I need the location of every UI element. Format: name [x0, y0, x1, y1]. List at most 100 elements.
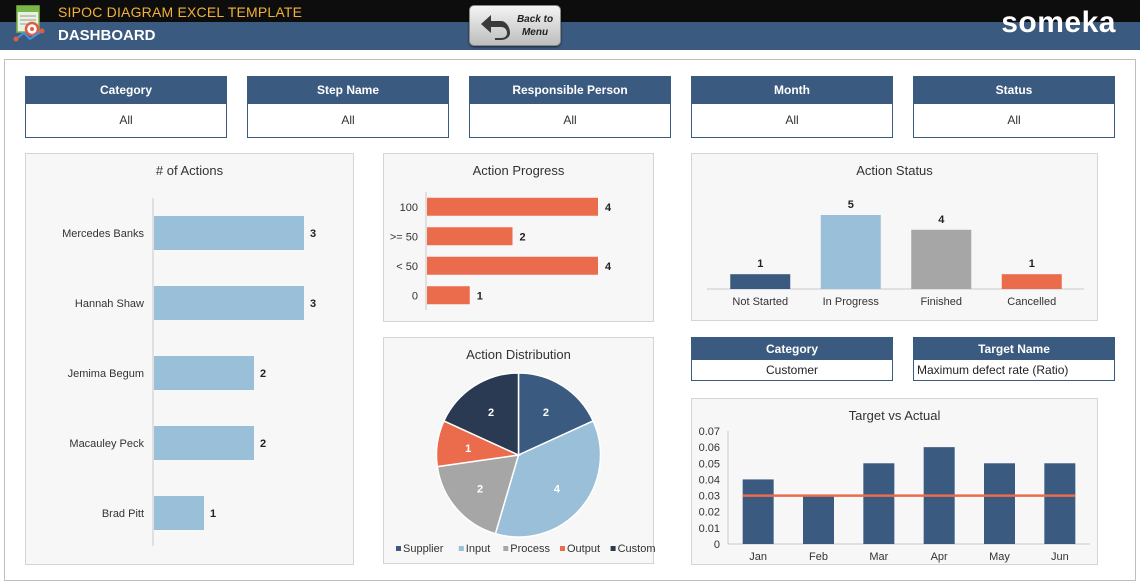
progress-category-label: >= 50	[390, 231, 418, 243]
progress-category-label: < 50	[396, 261, 418, 273]
info-target-name: Target Name Maximum defect rate (Ratio)	[913, 337, 1115, 381]
filter-month[interactable]: Month All	[691, 76, 893, 138]
target-y-tick-label: 0	[714, 539, 720, 551]
distribution-slice	[494, 419, 602, 538]
actions-bar	[154, 216, 304, 250]
actions-category-label: Hannah Shaw	[75, 298, 144, 310]
status-bar	[911, 229, 972, 289]
title-band	[0, 22, 1140, 50]
info-target-name-label: Target Name	[914, 338, 1114, 360]
actions-category-label: Jemima Begum	[68, 368, 144, 380]
target-actual-bar	[863, 463, 895, 544]
target-y-tick-label: 0.03	[699, 491, 720, 503]
status-category-label: Not Started	[732, 296, 788, 308]
actions-value-label: 2	[260, 368, 266, 380]
distribution-legend-swatch	[458, 546, 464, 551]
actions-category-label: Mercedes Banks	[62, 228, 144, 240]
progress-chart-title: Action Progress	[472, 163, 565, 178]
actions-chart-panel: # of Actions Mercedes Banks 3 Hannah Shaw 3…	[25, 153, 354, 565]
target-actual-bar	[984, 463, 1015, 544]
filter-category-value[interactable]: All	[119, 113, 133, 127]
target-x-tick-label: Apr	[931, 551, 948, 563]
target-x-tick-label: Feb	[809, 551, 828, 563]
target-x-tick-label: Jan	[749, 551, 767, 563]
distribution-legend-label: Process	[510, 543, 550, 555]
actions-bar	[154, 286, 304, 320]
actions-value-label: 1	[210, 508, 216, 520]
filter-month-value[interactable]: All	[785, 113, 799, 127]
distribution-value-label: 1	[465, 443, 471, 455]
filter-category[interactable]: Category All	[25, 76, 227, 138]
status-bar	[1001, 274, 1062, 289]
status-bar	[820, 215, 881, 289]
target-actual-bar	[742, 479, 774, 544]
progress-value-label: 4	[605, 202, 612, 214]
actions-value-label: 3	[310, 228, 316, 240]
actions-bar	[154, 356, 254, 390]
status-value-label: 1	[757, 258, 763, 270]
target-x-tick-label: May	[989, 551, 1010, 563]
actions-category-label: Macauley Peck	[69, 438, 144, 450]
page-title: DASHBOARD	[58, 27, 156, 44]
distribution-chart: 2 4 2 1 2 Supplier Input Process Output Customer	[396, 372, 655, 555]
distribution-value-label: 2	[488, 407, 494, 419]
distribution-value-label: 2	[543, 407, 549, 419]
status-value-label: 1	[1029, 258, 1035, 270]
progress-category-label: 0	[412, 290, 418, 302]
actions-bar	[154, 496, 204, 530]
distribution-value-label: 4	[554, 483, 561, 495]
progress-bar	[427, 197, 598, 216]
back-to-menu-label: Back to Menu	[516, 14, 554, 38]
filter-step-name-label: Step Name	[248, 77, 448, 104]
info-category: Category Customer	[691, 337, 893, 381]
target-y-tick-label: 0.07	[699, 426, 720, 438]
status-chart-title: Action Status	[856, 163, 933, 178]
target-x-tick-label: Mar	[869, 551, 888, 563]
filter-responsible-person-value[interactable]: All	[563, 113, 577, 127]
distribution-slice	[436, 454, 520, 535]
target-y-tick-label: 0.05	[699, 458, 720, 470]
status-category-label: Cancelled	[1007, 296, 1056, 308]
actions-bar	[154, 426, 254, 460]
filter-responsible-person[interactable]: Responsible Person All	[469, 76, 671, 138]
target-actual-bar	[803, 495, 834, 544]
sipoc-app-icon	[13, 5, 45, 42]
info-category-value: Customer	[692, 360, 892, 380]
distribution-slice	[442, 372, 520, 457]
target-y-tick-label: 0.06	[699, 442, 720, 454]
filter-status[interactable]: Status All	[913, 76, 1115, 138]
distribution-chart-panel: Action Distribution 2 4 2 1 2 Supplier Input Pr…	[383, 337, 655, 564]
status-category-label: In Progress	[823, 296, 880, 308]
distribution-legend-label: Supplier	[403, 543, 444, 555]
actions-value-label: 3	[310, 298, 316, 310]
actions-chart-title: # of Actions	[155, 163, 224, 178]
status-chart-panel: Action Status 1 Not Started 5 In Progress 4 F…	[691, 153, 1098, 321]
top-bar: SIPOC DIAGRAM EXCEL TEMPLATE DASHBOARD B…	[0, 0, 1140, 50]
filter-status-value[interactable]: All	[1007, 113, 1021, 127]
filter-step-name-value[interactable]: All	[341, 113, 355, 127]
status-value-label: 5	[848, 199, 854, 211]
status-chart: 1 Not Started 5 In Progress 4 Finished 1 Cancel…	[707, 199, 1084, 308]
progress-chart: 100 4 >= 50 2 < 50 4 0 1	[390, 192, 612, 310]
target-y-tick-label: 0.02	[699, 507, 720, 519]
target-actual-bar	[1044, 463, 1076, 544]
actions-value-label: 2	[260, 438, 266, 450]
status-value-label: 4	[938, 214, 945, 226]
distribution-legend-swatch	[396, 546, 401, 551]
progress-category-label: 100	[400, 202, 418, 214]
distribution-legend-label: Input	[466, 543, 490, 555]
filter-status-label: Status	[914, 77, 1114, 104]
distribution-legend-swatch	[560, 546, 565, 551]
filter-responsible-person-label: Responsible Person	[470, 77, 670, 104]
back-to-menu-button[interactable]: Back to Menu	[469, 5, 561, 46]
status-bar	[730, 274, 791, 289]
progress-bar	[427, 256, 598, 275]
distribution-value-label: 2	[477, 483, 483, 495]
status-category-label: Finished	[920, 296, 962, 308]
distribution-legend-label: Customer	[618, 543, 655, 555]
back-arrow-icon	[481, 15, 510, 40]
target-y-tick-label: 0.01	[699, 523, 720, 535]
filter-step-name[interactable]: Step Name All	[247, 76, 449, 138]
filter-month-label: Month	[692, 77, 892, 104]
actions-category-label: Brad Pitt	[102, 508, 144, 520]
